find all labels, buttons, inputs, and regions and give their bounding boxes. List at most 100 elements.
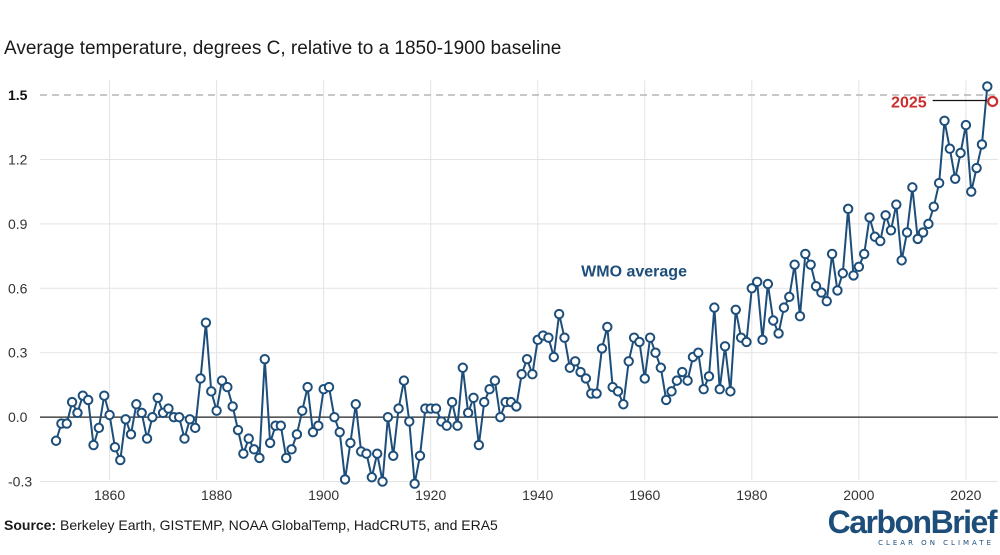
data-point <box>778 302 790 313</box>
data-point <box>960 119 972 131</box>
data-point <box>575 366 586 378</box>
x-tick-label: 1920 <box>415 487 446 503</box>
data-point <box>596 343 608 354</box>
chart-title: Average temperature, degrees C, relative… <box>4 38 562 59</box>
data-point <box>323 381 335 393</box>
data-point <box>361 448 372 459</box>
data-point <box>891 199 902 210</box>
x-tick-label: 2000 <box>843 487 874 503</box>
data-point <box>238 448 249 459</box>
data-point <box>650 347 661 358</box>
data-point <box>516 368 527 380</box>
data-point <box>280 452 292 464</box>
data-point <box>875 235 886 247</box>
logo-wordmark: CarbonBrief <box>827 504 998 540</box>
data-point <box>243 433 254 444</box>
data-point <box>131 399 142 410</box>
data-point <box>484 384 495 395</box>
data-point <box>457 362 468 373</box>
data-point <box>703 371 715 382</box>
data-point <box>896 255 907 266</box>
data-point <box>329 411 340 423</box>
data-point <box>826 248 838 260</box>
data-point <box>741 336 752 348</box>
logo-tagline: CLEAR ON CLIMATE <box>878 539 994 547</box>
data-point <box>184 414 196 425</box>
data-point <box>725 386 736 397</box>
data-point <box>971 162 982 174</box>
data-point <box>928 201 939 212</box>
y-tick-label: 0.6 <box>8 280 28 296</box>
y-tick-label: 0.3 <box>8 345 28 361</box>
data-point <box>757 334 768 346</box>
data-point <box>634 336 645 348</box>
data-point <box>907 182 918 193</box>
data-point <box>115 454 126 466</box>
data-point <box>468 392 479 404</box>
data-point <box>414 450 426 461</box>
data-point <box>302 381 313 393</box>
grid-layer <box>40 80 998 483</box>
annotation-layer: WMO average 2025 <box>581 94 999 280</box>
data-point <box>709 302 720 313</box>
data-point <box>120 414 131 425</box>
axis-labels-layer: 1860 1880 1900 1920 1940 1960 1980 2000 2020 1.5 1… <box>8 87 982 503</box>
data-point <box>179 433 190 444</box>
data-point <box>821 295 832 307</box>
data-point <box>671 375 683 386</box>
y-tick-label: 1.2 <box>8 151 28 167</box>
x-tick-label: 1960 <box>629 487 660 503</box>
y-tick-label: -0.3 <box>8 474 32 490</box>
data-point <box>805 259 816 270</box>
data-point <box>917 227 929 238</box>
source-note: Source: Berkeley Earth, GISTEMP, NOAA Gl… <box>4 517 498 533</box>
data-point <box>366 472 378 483</box>
highlight-point-2025 <box>987 95 999 108</box>
series-points-layer <box>50 81 993 489</box>
data-point <box>773 328 784 339</box>
data-point <box>173 411 185 423</box>
data-point <box>307 426 319 438</box>
data-point <box>730 304 741 315</box>
data-point <box>152 392 163 404</box>
data-point <box>848 270 859 281</box>
data-point <box>639 373 650 384</box>
y-tick-label: 0.9 <box>8 216 28 232</box>
data-point <box>61 418 72 429</box>
x-tick-label: 1940 <box>522 487 553 503</box>
data-point <box>82 394 94 406</box>
data-point <box>719 341 731 352</box>
data-point <box>104 409 115 421</box>
data-point <box>746 283 758 294</box>
data-point <box>66 396 78 408</box>
data-point <box>163 403 174 414</box>
data-point <box>398 375 410 386</box>
data-point <box>602 321 613 333</box>
data-point <box>404 416 415 427</box>
data-point <box>393 403 404 414</box>
x-tick-label: 1860 <box>94 487 125 503</box>
data-point <box>677 366 688 378</box>
data-point <box>141 433 153 444</box>
data-point <box>473 439 485 451</box>
data-point <box>618 399 629 410</box>
data-point <box>660 394 672 406</box>
data-point <box>136 407 147 419</box>
data-point <box>559 332 570 343</box>
data-point <box>982 81 993 92</box>
data-point <box>206 386 217 397</box>
data-point <box>714 384 725 395</box>
data-point <box>195 373 206 384</box>
data-point <box>623 356 634 367</box>
reference-layer <box>40 94 998 418</box>
data-point <box>880 210 891 221</box>
data-point <box>409 478 420 489</box>
data-point <box>751 276 763 288</box>
data-point <box>666 386 677 397</box>
data-point <box>93 422 105 434</box>
data-point <box>794 311 806 322</box>
data-point <box>222 381 233 393</box>
data-point <box>521 353 533 365</box>
data-point <box>976 139 988 150</box>
